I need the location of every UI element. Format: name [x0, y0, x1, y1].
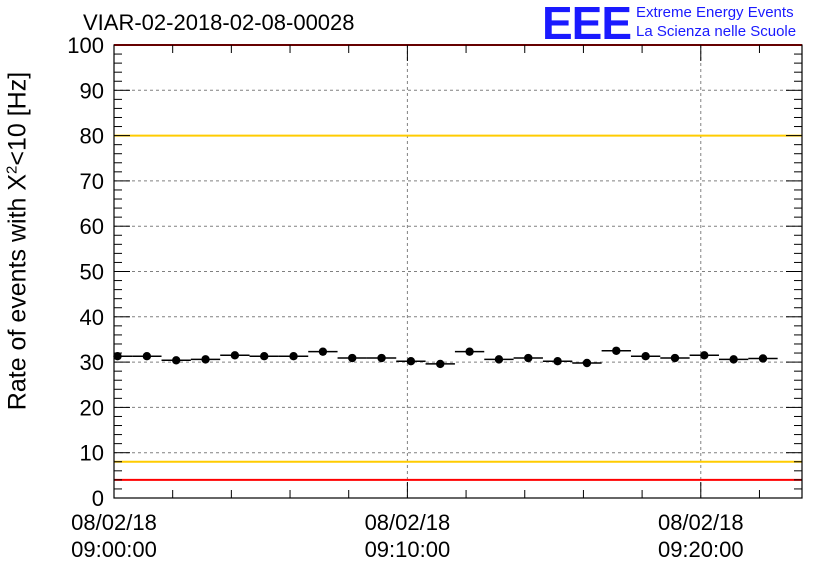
data-point: [142, 352, 152, 361]
y-tick-label: 20: [80, 395, 104, 420]
y-tick-label: 100: [67, 33, 104, 58]
data-point: [436, 359, 445, 369]
eee-logo: EEE: [542, 0, 632, 49]
y-tick-label: 50: [80, 260, 104, 285]
data-point: [201, 355, 210, 364]
y-tick-label: 80: [80, 124, 104, 149]
data-point: [465, 347, 474, 356]
y-tick-label: 0: [92, 486, 104, 511]
x-tick-label-date: 08/02/18: [365, 510, 451, 535]
data-point: [553, 356, 562, 366]
chart-title: VIAR-02-2018-02-08-00028: [83, 10, 355, 35]
logo-caption-line1: Extreme Energy Events: [636, 4, 794, 21]
data-point: [318, 347, 328, 356]
x-tick-label-time: 09:00:00: [71, 537, 157, 562]
y-tick-label: 70: [80, 169, 104, 194]
data-point: [348, 353, 357, 363]
y-tick-label: 90: [80, 78, 104, 103]
data-point: [758, 354, 768, 363]
data-point: [406, 356, 416, 366]
data-point: [582, 358, 592, 368]
x-tick-label-date: 08/02/18: [658, 510, 744, 535]
y-tick-label: 30: [80, 350, 104, 375]
y-tick-label: 10: [80, 441, 104, 466]
y-tick-label: 60: [80, 214, 104, 239]
logo-caption-line2: La Scienza nelle Scuole: [636, 23, 797, 40]
data-point: [641, 352, 650, 361]
data-point: [377, 353, 386, 363]
data-point: [612, 346, 621, 355]
data-point: [700, 351, 709, 360]
data-point: [260, 352, 269, 361]
data-point: [729, 355, 738, 364]
x-tick-label-time: 09:10:00: [365, 537, 451, 562]
data-point: [230, 351, 240, 360]
y-tick-label: 40: [80, 305, 104, 330]
x-tick-label-time: 09:20:00: [658, 537, 744, 562]
data-point: [670, 353, 680, 363]
logo-caption: Extreme Energy Events La Scienza nelle S…: [636, 3, 796, 41]
data-point: [171, 356, 181, 365]
data-point: [524, 353, 533, 363]
x-tick-label-date: 08/02/18: [71, 510, 157, 535]
data-point: [494, 355, 504, 364]
data-point: [289, 352, 298, 361]
data-point: [113, 352, 122, 361]
